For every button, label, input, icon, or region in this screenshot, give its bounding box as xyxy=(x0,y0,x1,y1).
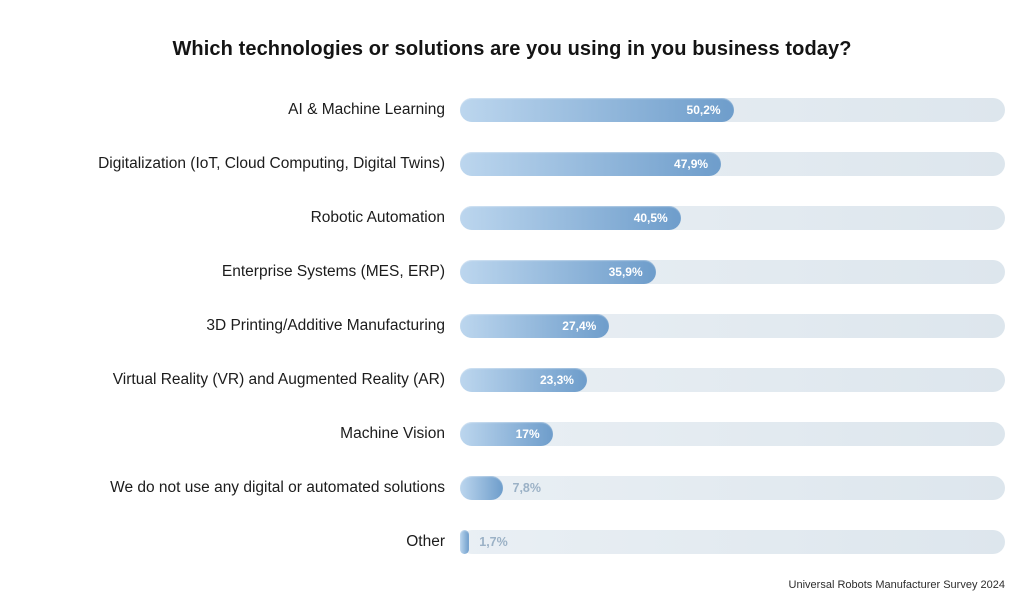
source-note: Universal Robots Manufacturer Survey 202… xyxy=(788,579,1005,591)
bar-row: Machine Vision 17% xyxy=(0,407,1005,461)
bar-fill: 50,2% xyxy=(460,98,734,122)
bar-row: We do not use any digital or automated s… xyxy=(0,461,1005,515)
value-label: 35,9% xyxy=(608,265,643,279)
bar-chart: AI & Machine Learning 50,2% Digitalization… xyxy=(0,83,1005,569)
category-label: We do not use any digital or automated s… xyxy=(110,479,445,496)
bar-row: Virtual Reality (VR) and Augmented Reali… xyxy=(0,353,1005,407)
bar-track: 50,2% xyxy=(460,98,1005,122)
category-label: Other xyxy=(406,533,445,550)
value-label: 17% xyxy=(515,427,540,441)
bar-fill: 27,4% xyxy=(460,314,610,338)
bar-fill: 47,9% xyxy=(460,152,722,176)
category-label: Robotic Automation xyxy=(310,209,445,226)
category-label: Virtual Reality (VR) and Augmented Reali… xyxy=(112,371,445,388)
bar-fill xyxy=(460,530,470,554)
bar-fill: 40,5% xyxy=(460,206,681,230)
bar-track: 7,8% xyxy=(460,476,1005,500)
value-label: 47,9% xyxy=(674,157,709,171)
bar-row: Other 1,7% xyxy=(0,515,1005,569)
value-label: 50,2% xyxy=(686,103,721,117)
value-label: 27,4% xyxy=(562,319,597,333)
value-label: 7,8% xyxy=(512,481,542,495)
category-label: Machine Vision xyxy=(340,425,445,442)
value-label: 40,5% xyxy=(633,211,668,225)
category-label: Digitalization (IoT, Cloud Computing, Di… xyxy=(98,155,445,172)
category-label: AI & Machine Learning xyxy=(288,101,445,118)
bar-fill: 35,9% xyxy=(460,260,656,284)
bar-track: 1,7% xyxy=(460,530,1005,554)
category-label: 3D Printing/Additive Manufacturing xyxy=(206,317,445,334)
bar-track: 17% xyxy=(460,422,1005,446)
bar-track: 40,5% xyxy=(460,206,1005,230)
bar-track: 35,9% xyxy=(460,260,1005,284)
bar-row: Robotic Automation 40,5% xyxy=(0,191,1005,245)
bar-track: 47,9% xyxy=(460,152,1005,176)
bar-track: 27,4% xyxy=(460,314,1005,338)
bar-fill xyxy=(460,476,503,500)
value-label: 1,7% xyxy=(479,535,508,549)
bar-row: AI & Machine Learning 50,2% xyxy=(0,83,1005,137)
bar-fill: 23,3% xyxy=(460,368,587,392)
value-label: 23,3% xyxy=(539,373,574,387)
bar-row: Digitalization (IoT, Cloud Computing, Di… xyxy=(0,137,1005,191)
category-label: Enterprise Systems (MES, ERP) xyxy=(221,263,445,280)
bar-row: Enterprise Systems (MES, ERP) 35,9% xyxy=(0,245,1005,299)
bar-track: 23,3% xyxy=(460,368,1005,392)
bar-fill: 17% xyxy=(460,422,553,446)
chart-title: Which technologies or solutions are you … xyxy=(172,38,852,60)
bar-row: 3D Printing/Additive Manufacturing 27,4% xyxy=(0,299,1005,353)
